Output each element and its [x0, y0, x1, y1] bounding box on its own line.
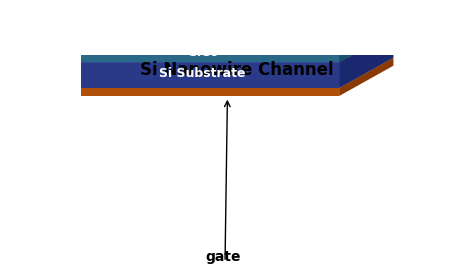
- Polygon shape: [178, 0, 297, 27]
- Polygon shape: [82, 15, 393, 45]
- Polygon shape: [339, 58, 393, 96]
- Polygon shape: [227, 24, 339, 27]
- Polygon shape: [243, 2, 339, 27]
- Polygon shape: [82, 0, 393, 27]
- Text: Si Substrate: Si Substrate: [159, 67, 246, 80]
- Polygon shape: [194, 0, 248, 27]
- Polygon shape: [82, 24, 194, 27]
- Polygon shape: [339, 0, 393, 45]
- Polygon shape: [82, 2, 178, 27]
- Text: Si Nanowire Channel: Si Nanowire Channel: [140, 61, 334, 79]
- Text: gate: gate: [206, 250, 241, 264]
- Polygon shape: [178, 19, 194, 27]
- Text: SiO₂: SiO₂: [188, 46, 217, 59]
- Polygon shape: [178, 0, 232, 27]
- Text: source: source: [120, 0, 172, 12]
- Polygon shape: [82, 58, 393, 88]
- Polygon shape: [243, 0, 393, 2]
- Polygon shape: [194, 16, 243, 20]
- Polygon shape: [339, 32, 393, 88]
- Polygon shape: [82, 88, 339, 96]
- Text: Au/Cr or Au/Ti: Au/Cr or Au/Ti: [169, 28, 267, 41]
- Polygon shape: [194, 0, 248, 27]
- Polygon shape: [178, 0, 248, 19]
- Polygon shape: [339, 15, 393, 62]
- Polygon shape: [82, 45, 339, 62]
- Text: drain: drain: [287, 0, 328, 12]
- Polygon shape: [194, 7, 259, 16]
- Polygon shape: [82, 32, 393, 62]
- Polygon shape: [339, 0, 393, 27]
- Polygon shape: [227, 0, 297, 19]
- Polygon shape: [82, 27, 339, 45]
- Polygon shape: [82, 62, 339, 88]
- Polygon shape: [82, 0, 232, 2]
- Polygon shape: [339, 0, 393, 27]
- Polygon shape: [227, 19, 243, 27]
